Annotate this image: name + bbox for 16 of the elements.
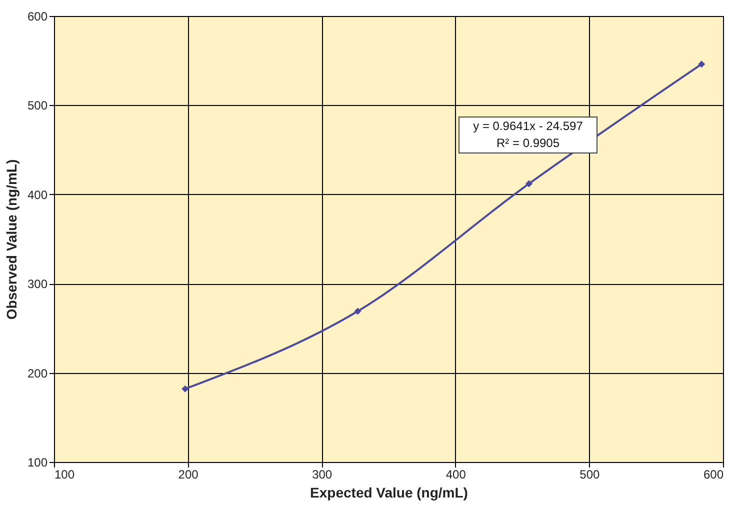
annotation: R² = 0.9905 [496, 136, 560, 150]
x-tick-label: 600 [703, 468, 724, 482]
y-tick-label: 200 [27, 366, 48, 380]
y-tick-label: 400 [27, 188, 48, 202]
x-tick-label: 300 [312, 468, 332, 482]
x-tick-label: 400 [446, 468, 466, 482]
y-tick-label: 600 [27, 10, 48, 24]
annotation: y = 0.9641x - 24.597 [473, 119, 584, 133]
y-tick-label: 100 [27, 456, 48, 470]
y-tick-label: 300 [27, 277, 48, 292]
x-tick-label: 500 [580, 468, 600, 482]
y-axis-title: Observed Value (ng/mL) [3, 159, 20, 320]
x-tick-label: 200 [178, 468, 199, 482]
x-axis-title: Expected Value (ng/mL) [310, 484, 468, 500]
y-tick-label: 500 [27, 98, 48, 113]
x-tick-label: 100 [54, 468, 75, 482]
